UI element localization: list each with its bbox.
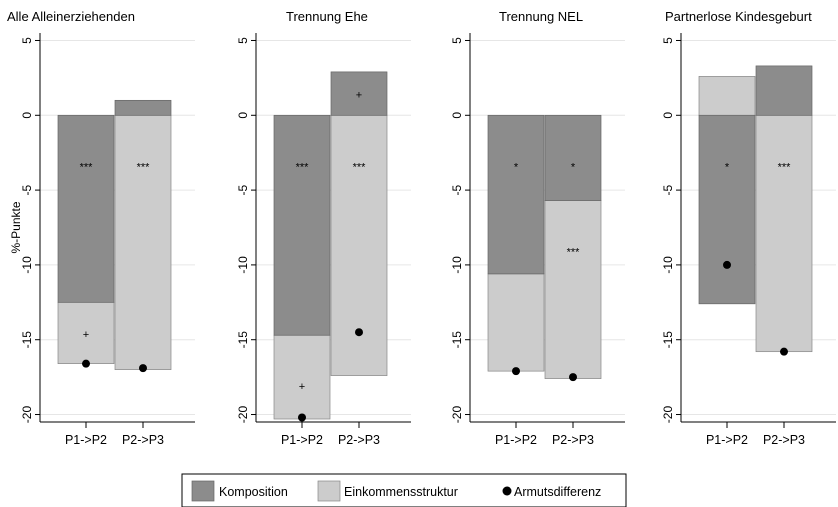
dot-armutsdifferenz (780, 347, 788, 356)
sig-komposition: * (514, 161, 519, 173)
bar-komposition (114, 99, 172, 116)
dot-armutsdifferenz (139, 364, 147, 373)
y-tick-label: -20 (20, 406, 34, 424)
y-tick-label: -5 (450, 184, 464, 195)
dot-armutsdifferenz (723, 260, 731, 269)
y-tick-label: -20 (661, 406, 675, 424)
bar-einkommensstruktur (487, 273, 545, 372)
y-tick-label: -10 (450, 256, 464, 274)
x-category-label: P2->P3 (122, 433, 164, 447)
x-category-label: P1->P2 (281, 433, 323, 447)
bar-komposition (487, 114, 545, 275)
x-category-label: P1->P2 (65, 433, 107, 447)
dot-armutsdifferenz (569, 373, 577, 382)
dot-armutsdifferenz (512, 367, 520, 376)
legend-label-einkommensstruktur: Einkommensstruktur (344, 485, 458, 499)
dot-armutsdifferenz (355, 328, 363, 337)
bar-komposition (330, 71, 388, 116)
bar-komposition (273, 114, 331, 336)
chart-panels: Alle Alleinerziehenden50-5-10-15-20***+P… (7, 9, 836, 447)
y-tick-label: 0 (661, 112, 675, 119)
y-tick-label: 5 (661, 37, 675, 44)
x-category-label: P1->P2 (706, 433, 748, 447)
x-category-label: P2->P3 (338, 433, 380, 447)
sig-komposition: * (571, 161, 576, 173)
sig-komposition: * (725, 161, 730, 173)
y-tick-label: 0 (20, 112, 34, 119)
y-tick-label: 0 (236, 112, 250, 119)
y-tick-label: -5 (661, 184, 675, 195)
bar-komposition (755, 65, 813, 116)
y-tick-label: 5 (20, 37, 34, 44)
panel-1: Alle Alleinerziehenden 5 0 -5 -10 -15 -20 *** + P… (7, 9, 195, 447)
y-tick-label: -10 (236, 256, 250, 274)
bar-einkommensstruktur (755, 114, 813, 353)
y-tick-label: -10 (661, 256, 675, 274)
legend-marker-armutsdifferenz (502, 486, 512, 496)
bar-einkommensstruktur (57, 301, 115, 364)
y-tick-label: -15 (661, 331, 675, 349)
sig-komposition: *** (80, 161, 94, 173)
bar-komposition (544, 114, 602, 201)
dot-armutsdifferenz (298, 413, 306, 422)
y-tick-label: -15 (20, 331, 34, 349)
y-tick-label: -20 (236, 406, 250, 424)
x-category-label: P2->P3 (763, 433, 805, 447)
legend-swatch-komposition (191, 480, 215, 502)
panel-4: Partnerlose Kindesgeburt 5 0 -5 -10 -15 -20 * P1… (661, 9, 836, 447)
sig-einkommensstruktur: *** (778, 161, 792, 173)
sig-einkommensstruktur: + (299, 381, 305, 393)
y-tick-label: -5 (236, 184, 250, 195)
bar-komposition (698, 114, 756, 305)
y-tick-label: -5 (20, 184, 34, 195)
y-tick-label: -10 (20, 256, 34, 274)
panel-title: Trennung NEL (499, 9, 583, 24)
panel-title: Trennung Ehe (286, 9, 368, 24)
bar-einkommensstruktur (698, 76, 756, 116)
panel-3: Trennung NEL50-5-10-15-20*P1->P2****P2->… (450, 9, 625, 447)
x-category-label: P1->P2 (495, 433, 537, 447)
sig-komposition: + (356, 90, 362, 102)
x-category-label: P2->P3 (552, 433, 594, 447)
legend-swatch-einkommensstruktur (317, 480, 341, 502)
legend-label-armutsdifferenz: Armutsdifferenz (514, 485, 601, 499)
sig-einkommensstruktur: *** (353, 161, 367, 173)
y-tick-label: -20 (450, 406, 464, 424)
sig-einkommensstruktur: *** (567, 247, 581, 259)
sig-komposition: *** (296, 161, 310, 173)
y-tick-label: -15 (236, 331, 250, 349)
bar-komposition (57, 114, 115, 303)
bar-einkommensstruktur (330, 114, 388, 376)
chart-legend: Komposition Einkommensstruktur Armutsdiffe… (181, 473, 627, 507)
legend-label-komposition: Komposition (219, 485, 288, 499)
bar-einkommensstruktur (273, 334, 331, 420)
y-tick-label: 5 (236, 37, 250, 44)
bar-einkommensstruktur (114, 114, 172, 370)
y-tick-label: 0 (450, 112, 464, 119)
panel-title: Partnerlose Kindesgeburt (665, 9, 812, 24)
sig-einkommensstruktur: *** (137, 161, 151, 173)
y-tick-label: -15 (450, 331, 464, 349)
sig-einkommensstruktur: + (83, 329, 89, 341)
legend-frame (181, 473, 627, 507)
y-tick-label: 5 (450, 37, 464, 44)
y-axis-label: %-Punkte (9, 201, 23, 253)
panel-title: Alle Alleinerziehenden (7, 9, 135, 24)
panel-2: Trennung Ehe 5 0 -5 -10 -15 -20 *** + P1->P2 + *** P… (236, 9, 411, 447)
dot-armutsdifferenz (82, 359, 90, 368)
bar-einkommensstruktur (544, 200, 602, 379)
